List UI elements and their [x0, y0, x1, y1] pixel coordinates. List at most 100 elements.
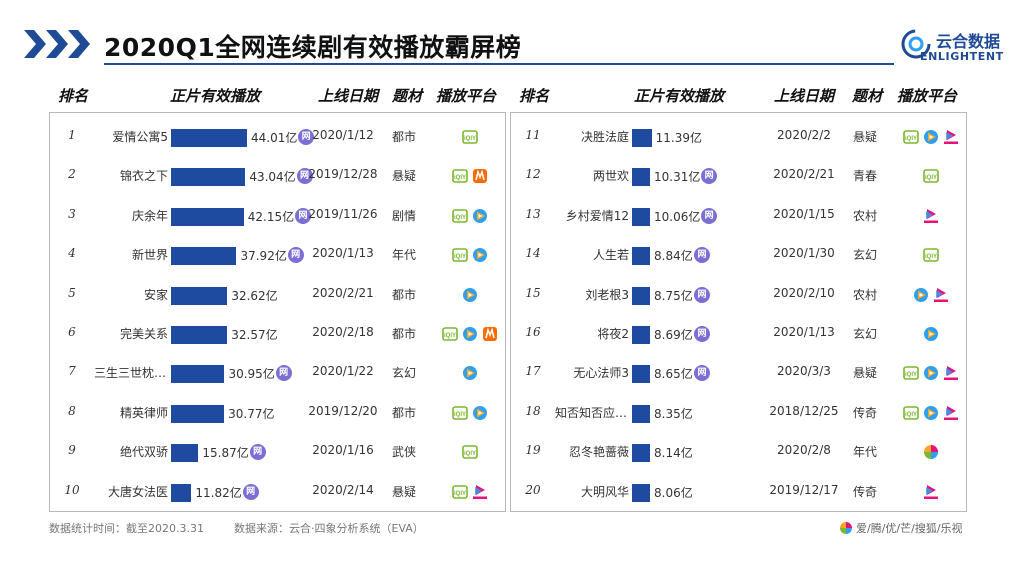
release-date: 2020/1/22 [312, 364, 374, 379]
rank-number: 9 [68, 443, 76, 458]
drama-name: 乡村爱情12 [565, 208, 629, 223]
header-date-left: 上线日期 [318, 87, 379, 105]
view-bar [171, 129, 247, 147]
net-drama-badge: 网 [242, 483, 259, 500]
footer-platforms: 爱/腾/优/芒/搜狐/乐视 [840, 520, 963, 536]
rank-number: 12 [525, 167, 541, 182]
iqiyi-icon: iQIY [462, 445, 478, 459]
view-bar [632, 168, 650, 187]
genre-label: 玄幻 [853, 327, 878, 341]
table-row: 6 完美关系 32.57亿 2020/2/18 都市 iQIY [50, 315, 507, 354]
svg-text:iQIY: iQIY [925, 254, 937, 260]
view-value-label: 11.82亿 [195, 485, 242, 500]
rank-number: 13 [525, 206, 541, 221]
mgtv-icon [473, 169, 487, 184]
table-row: 14 人生若 8.84亿网 2020/1/30 玄幻 iQIY [511, 236, 968, 275]
logo-text-en: ENLIGHTENT [920, 50, 1004, 63]
platforms-pinwheel-icon [840, 522, 852, 534]
svg-text:iQIY: iQIY [444, 333, 456, 339]
table-row: 5 安家 32.62亿 2020/2/21 都市 [50, 276, 507, 315]
rank-number: 15 [525, 285, 541, 300]
release-date: 2020/1/16 [312, 443, 374, 458]
table-row: 12 两世欢 10.31亿网 2020/2/21 青春 iQIY [511, 157, 968, 196]
genre-label: 农村 [853, 287, 878, 302]
view-value-label: 11.39亿 [655, 131, 703, 145]
release-date: 2020/2/14 [312, 482, 374, 497]
genre-label: 都市 [392, 130, 417, 144]
view-bar [171, 247, 237, 266]
tencent-video-icon [914, 287, 928, 302]
rank-number: 3 [68, 206, 76, 221]
view-value-label: 32.57亿 [231, 328, 278, 342]
platform-icons: iQIY [433, 325, 507, 343]
footer-stat-time: 数据统计时间：截至2020.3.31 [49, 522, 204, 535]
view-value-label: 8.35亿 [654, 406, 693, 421]
platform-icons [894, 443, 968, 461]
genre-label: 都市 [392, 287, 417, 302]
youku-icon [924, 208, 938, 223]
drama-name: 将夜2 [597, 327, 629, 341]
platform-icons: iQIY [894, 246, 968, 264]
view-value-label: 8.14亿 [654, 446, 693, 461]
svg-text:iQIY: iQIY [905, 136, 917, 142]
view-value-label: 8.75亿 [654, 288, 693, 303]
platform-icons: iQIY [894, 364, 968, 382]
platform-icons [894, 483, 968, 501]
view-bar [171, 404, 225, 423]
youku-icon [944, 130, 958, 144]
view-bar [632, 326, 650, 344]
svg-text:iQIY: iQIY [925, 175, 937, 181]
enlightent-logo-icon [901, 29, 931, 59]
view-bar [632, 444, 650, 463]
iqiyi-icon: iQIY [923, 248, 939, 262]
view-bar [632, 483, 650, 502]
release-date: 2019/12/17 [769, 482, 839, 497]
view-value-label: 30.95亿 [228, 367, 275, 382]
genre-label: 年代 [853, 445, 878, 460]
release-date: 2020/1/13 [312, 246, 374, 261]
rank-number: 14 [525, 246, 541, 261]
drama-name: 安家 [143, 287, 168, 302]
release-date: 2019/12/20 [308, 403, 378, 418]
view-bar [171, 207, 244, 226]
rank-number: 17 [525, 364, 541, 379]
ranking-panel-right: 11 决胜法庭 11.39亿 2020/2/2 悬疑 iQIY 12 两世欢 10.31亿网 20… [510, 112, 967, 512]
mgtv-icon [483, 327, 497, 341]
tencent-video-icon [924, 130, 938, 144]
table-row: 17 无心法师3 8.65亿网 2020/3/3 悬疑 iQIY [511, 354, 968, 393]
table-row: 18 知否知否应是绿肥红瘦 8.35亿 2018/12/25 传奇 iQIY [511, 394, 968, 433]
net-drama-badge: 网 [296, 168, 313, 185]
svg-text:iQIY: iQIY [454, 175, 466, 181]
svg-text:iQIY: iQIY [454, 254, 466, 260]
header-rank-right: 排名 [519, 87, 550, 105]
youku-icon [934, 287, 948, 302]
drama-name: 人生若 [592, 248, 629, 263]
platform-icons [433, 364, 507, 382]
tencent-video-icon [924, 327, 938, 341]
view-bar [171, 365, 225, 384]
view-bar [632, 247, 650, 266]
view-bar [632, 404, 650, 423]
tencent-video-icon [463, 327, 477, 341]
release-date: 2020/2/8 [777, 443, 831, 458]
iqiyi-icon: iQIY [903, 130, 919, 144]
rank-number: 18 [525, 403, 541, 418]
net-drama-badge: 网 [701, 168, 718, 185]
tencent-video-icon [924, 405, 938, 420]
header-date-right: 上线日期 [774, 87, 835, 105]
genre-label: 青春 [853, 169, 878, 184]
release-date: 2020/1/13 [773, 325, 835, 339]
iqiyi-icon: iQIY [923, 169, 939, 184]
logo-text-cn: 云合数据 [936, 32, 1001, 51]
view-bar [171, 168, 246, 187]
release-date: 2020/1/30 [773, 246, 835, 261]
iqiyi-icon: iQIY [452, 248, 468, 262]
view-value-label: 43.04亿 [249, 170, 296, 185]
view-value-label: 8.65亿 [654, 367, 693, 382]
footer-source: 数据来源：云合·四象分析系统（EVA） [234, 522, 424, 535]
net-drama-badge: 网 [701, 207, 718, 224]
header-genre-left: 题材 [392, 87, 423, 105]
youku-icon [944, 366, 958, 381]
drama-name: 大明风华 [580, 484, 629, 499]
genre-label: 都市 [392, 405, 417, 420]
